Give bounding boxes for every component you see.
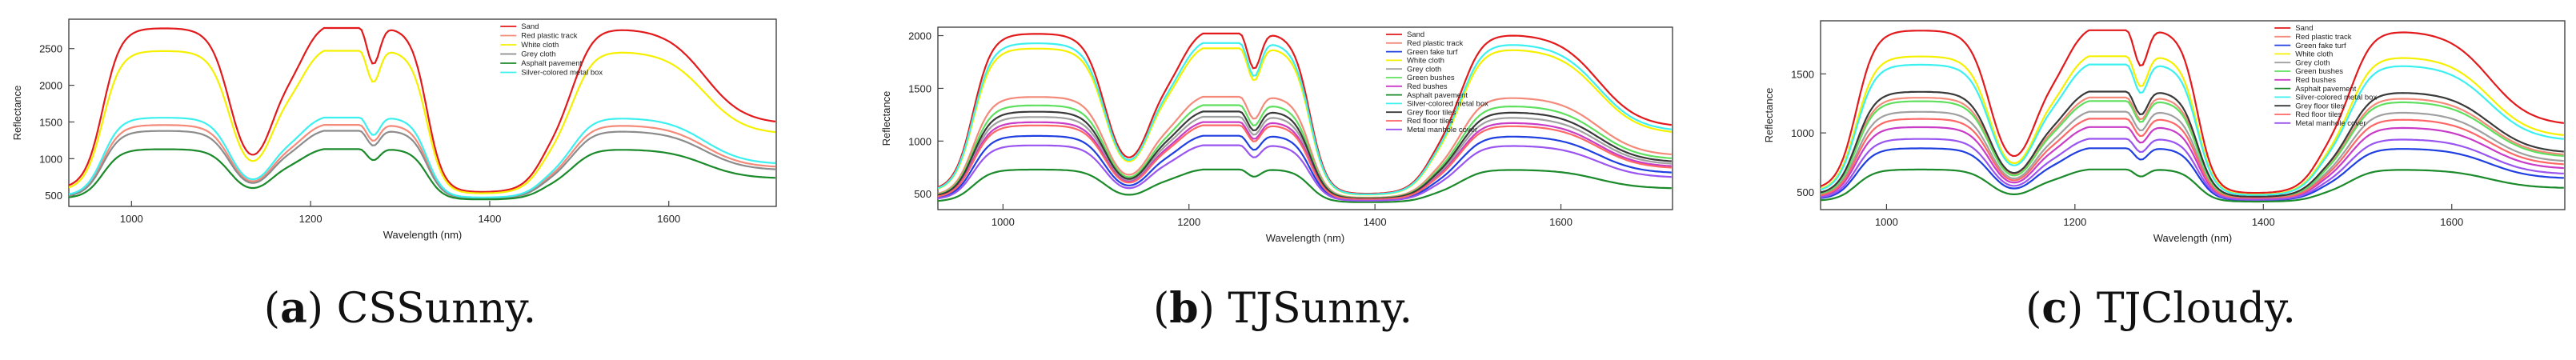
chart-panel-a: 500 1000 1500 2000 2500 1000 1200 1400 1600 Wavel… [11,18,777,241]
legend-entry: Green fake turf [1407,48,1458,57]
x-tick-label: 1400 [1364,216,1387,228]
series-line-grey-floor-tiles [1821,90,2564,198]
x-tick-label: 1600 [657,213,680,225]
x-axis-label: Wavelength (nm) [1266,232,1345,244]
legend-entry: Red bushes [1407,82,1448,91]
legend-entry: Grey cloth [2295,58,2330,67]
series-line-silver-colored-metal-box [1821,63,2564,196]
y-tick-label: 1500 [1791,68,1814,80]
legend-entry: Metal manhole cover [1407,126,1477,134]
x-tick-label: 1200 [299,213,323,225]
series-line-white-cloth [1821,55,2564,196]
chart-panel-b: 500 1000 1500 2000 1000 1200 1400 1600 Wavelengt… [880,26,1673,244]
x-axis-label: Wavelength (nm) [2153,232,2233,244]
series-line-green-bushes [1821,100,2564,198]
series-line-red-plastic-track [69,124,775,199]
legend-entry: Grey floor tiles [1407,108,1456,117]
legend-entry: White cloth [2295,50,2333,59]
plot-area [68,18,777,207]
series-line-silver-colored-metal-box [69,116,775,198]
series-line-grey-cloth [1821,110,2564,199]
legend-entry: Asphalt pavement [1407,91,1468,100]
series-line-red-plastic-track [938,95,1672,199]
series-line-green-bushes [938,104,1672,199]
x-tick-label: 1600 [1549,216,1572,228]
caption-b: (b) TJSunny. [1152,284,1413,333]
x-tick-label: 1400 [2252,216,2275,228]
legend-entry: Red bushes [2295,76,2336,85]
series-line-green-fake-turf [938,134,1672,202]
chart-panel-c: 500 1000 1500 1000 1200 1400 1600 Wavelength (n… [1763,20,2566,244]
series-line-red-floor-tiles [938,124,1672,201]
series-line-grey-floor-tiles [938,110,1672,200]
legend-entry: Asphalt pavement [2295,85,2356,94]
x-tick-label: 1600 [2440,216,2463,228]
legend-entry: White cloth [521,41,559,50]
legend-entry: Silver-colored metal box [2295,94,2377,102]
y-axis-label: Reflectance [1763,88,1775,143]
series-line-white-cloth [69,50,776,194]
y-tick-label: 1500 [908,82,931,94]
x-tick-label: 1000 [120,213,143,225]
legend-entry: Red floor tiles [1407,117,1453,126]
legend-entry: Sand [521,22,539,31]
series-line-grey-cloth [69,130,775,199]
y-tick-label: 2000 [908,30,931,42]
y-tick-label: 2500 [39,43,62,55]
y-tick-label: 2000 [39,80,62,92]
series-line-grey-cloth [938,115,1672,200]
x-axis-label: Wavelength (nm) [383,229,463,241]
legend-entry: Sand [2295,24,2313,33]
legend-entry: Grey cloth [1407,65,1441,74]
y-tick-label: 500 [45,190,62,202]
legend-entry: Green bushes [1407,74,1455,82]
legend-entry: Silver-colored metal box [1407,100,1488,109]
x-tick-label: 1200 [2063,216,2086,228]
x-tick-label: 1200 [1177,216,1200,228]
legend-entry: Grey cloth [521,50,555,59]
legend-entry: Sand [1407,30,1424,39]
y-tick-label: 1000 [1791,127,1814,139]
legend-entry: Red plastic track [2295,33,2351,42]
y-tick-label: 1500 [39,116,62,128]
series-line-silver-colored-metal-box [938,42,1672,195]
y-tick-label: 1000 [908,135,931,147]
series-line-green-fake-turf [1821,147,2564,202]
series-line-red-bushes [1821,126,2564,200]
legend-entry: Red floor tiles [2295,110,2342,119]
y-tick-label: 500 [914,188,931,200]
legend-entry: White cloth [1407,57,1444,66]
series-line-sand [1821,29,2564,194]
caption-c: (c) TJCloudy. [2025,284,2296,333]
legend-entry: Red plastic track [521,32,577,41]
x-tick-label: 1400 [478,213,501,225]
series-line-sand [938,32,1672,195]
legend-entry: Grey floor tiles [2295,102,2344,110]
legend-entry: Green bushes [2295,67,2343,76]
series-line-red-floor-tiles [1821,118,2564,200]
y-axis-label: Reflectance [11,86,23,141]
legend-entry: Red plastic track [1407,39,1463,48]
series-line-asphalt-pavement [938,168,1672,203]
caption-a: (a) CSSunny. [263,284,537,333]
x-tick-label: 1000 [1875,216,1898,228]
legend-entry: Green fake turf [2295,42,2346,50]
y-tick-label: 500 [1797,186,1814,198]
series-line-asphalt-pavement [1821,168,2564,203]
y-axis-label: Reflectance [880,91,892,146]
x-tick-label: 1000 [992,216,1015,228]
series-line-metal-manhole-cover [938,144,1672,202]
series-line-red-bushes [938,121,1672,201]
series-line-metal-manhole-cover [1821,138,2564,201]
y-tick-label: 1000 [39,153,62,165]
legend-entry: Asphalt pavement [521,59,582,68]
series-line-asphalt-pavement [69,148,775,201]
legend-entry: Metal manhole cover [2295,119,2366,128]
legend-entry: Silver-colored metal box [521,69,603,78]
series-line-sand [69,26,776,193]
